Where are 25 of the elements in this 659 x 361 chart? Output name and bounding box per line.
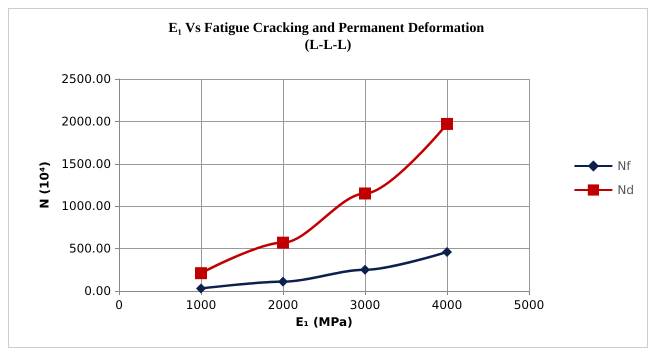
y-tick-label: 500.00 (69, 242, 111, 256)
chart-title: E₁ Vs Fatigue Cracking and Permanent Deformation (L-L-L) (168, 21, 488, 53)
legend-label: Nd (617, 183, 634, 197)
x-tick-label: 0 (115, 298, 123, 312)
x-tick-label: 3000 (350, 298, 380, 312)
x-tick-label: 1000 (186, 298, 216, 312)
point (196, 283, 206, 294)
y-tick-label: 1000.00 (61, 199, 111, 214)
point (359, 187, 371, 200)
x-tick-label: 4000 (432, 298, 462, 312)
point (277, 236, 289, 249)
point (195, 267, 207, 280)
y-tick-label: 1500.00 (61, 156, 111, 171)
point (278, 276, 288, 287)
point (441, 118, 453, 130)
y-tick-label: 2000.00 (61, 114, 111, 128)
x-tick-label: 2000 (268, 298, 298, 312)
point (442, 246, 452, 257)
y-axis-title: N (10⁴) (37, 161, 52, 209)
x-tick-label: 5000 (514, 298, 544, 312)
y-tick-label: 0.00 (84, 284, 111, 298)
y-tick-label: 2500.00 (61, 72, 111, 86)
point (360, 264, 370, 275)
legend-label: Nf (617, 159, 632, 173)
x-axis-title: E₁ (MPa) (295, 314, 353, 329)
